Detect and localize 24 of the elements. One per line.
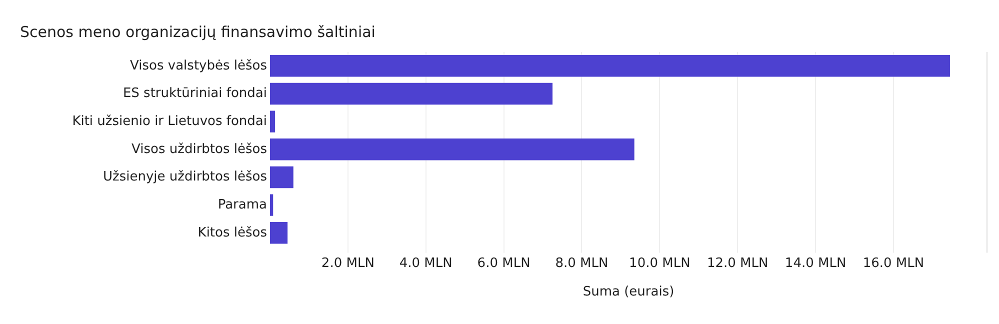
x-tick-label: 6.0 MLN — [477, 256, 530, 271]
x-tick-label: 10.0 MLN — [629, 256, 690, 271]
y-tick-label: Kiti užsienio ir Lietuvos fondai — [72, 114, 267, 129]
bar — [270, 138, 634, 160]
y-tick-label: Visos uždirbtos lėšos — [132, 142, 268, 157]
chart-title: Scenos meno organizacijų finansavimo šaltiniai — [20, 22, 376, 41]
x-tick-label: 2.0 MLN — [321, 256, 374, 271]
bar — [270, 166, 294, 188]
bar — [270, 110, 276, 132]
bar — [270, 55, 950, 77]
x-tick-label: 8.0 MLN — [555, 256, 608, 271]
bar — [270, 222, 288, 244]
bar — [270, 82, 553, 105]
y-tick-label: Visos valstybės lėšos — [130, 58, 268, 74]
x-tick-label: 14.0 MLN — [784, 256, 846, 271]
y-tick-label: Užsienyje uždirbtos lėšos — [103, 170, 268, 185]
x-tick-label: 16.0 MLN — [862, 256, 924, 271]
x-tick-label: 12.0 MLN — [706, 256, 768, 271]
y-tick-label: Parama — [218, 197, 267, 212]
bar — [270, 194, 274, 216]
y-tick-label: Kitos lėšos — [198, 225, 268, 240]
x-axis-title: Suma (eurais) — [582, 284, 674, 300]
y-tick-label: ES struktūriniai fondai — [122, 86, 267, 102]
x-tick-label: 4.0 MLN — [399, 256, 452, 271]
